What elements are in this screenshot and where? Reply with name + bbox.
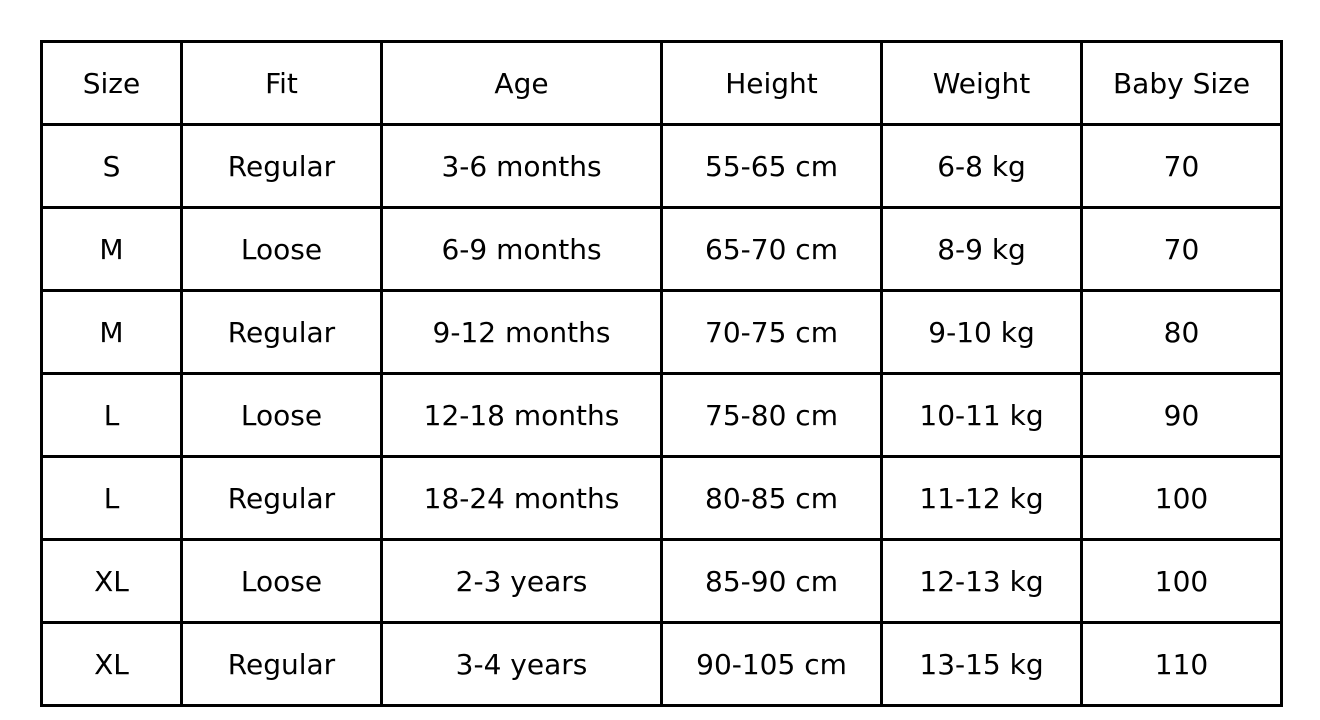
- table-cell-size: L: [40, 372, 183, 458]
- table-row: XL Regular 3-4 years 90-105 cm 13-15 kg …: [40, 621, 1283, 707]
- column-header-age: Age: [380, 40, 663, 126]
- table-cell-weight: 8-9 kg: [880, 206, 1083, 292]
- table-cell-baby-size: 100: [1080, 538, 1283, 624]
- column-header-weight: Weight: [880, 40, 1083, 126]
- table-cell-fit: Regular: [180, 123, 383, 209]
- column-header-height: Height: [660, 40, 883, 126]
- table-cell-height: 55-65 cm: [660, 123, 883, 209]
- table-cell-baby-size: 90: [1080, 372, 1283, 458]
- table-cell-size: M: [40, 289, 183, 375]
- table-cell-age: 2-3 years: [380, 538, 663, 624]
- column-header-fit: Fit: [180, 40, 383, 126]
- table-row: M Regular 9-12 months 70-75 cm 9-10 kg 8…: [40, 289, 1283, 375]
- table-cell-baby-size: 80: [1080, 289, 1283, 375]
- table-cell-age: 12-18 months: [380, 372, 663, 458]
- table-cell-age: 18-24 months: [380, 455, 663, 541]
- table-row: L Loose 12-18 months 75-80 cm 10-11 kg 9…: [40, 372, 1283, 458]
- column-header-size: Size: [40, 40, 183, 126]
- table-cell-height: 75-80 cm: [660, 372, 883, 458]
- table-cell-size: M: [40, 206, 183, 292]
- table-cell-weight: 11-12 kg: [880, 455, 1083, 541]
- table-cell-height: 70-75 cm: [660, 289, 883, 375]
- table-cell-age: 6-9 months: [380, 206, 663, 292]
- table-cell-weight: 13-15 kg: [880, 621, 1083, 707]
- column-header-baby-size: Baby Size: [1080, 40, 1283, 126]
- table-cell-size: L: [40, 455, 183, 541]
- table-row: XL Loose 2-3 years 85-90 cm 12-13 kg 100: [40, 538, 1283, 624]
- table-cell-size: XL: [40, 621, 183, 707]
- table-cell-fit: Loose: [180, 538, 383, 624]
- table-cell-baby-size: 110: [1080, 621, 1283, 707]
- table-cell-age: 3-6 months: [380, 123, 663, 209]
- table-cell-weight: 9-10 kg: [880, 289, 1083, 375]
- table-row: L Regular 18-24 months 80-85 cm 11-12 kg…: [40, 455, 1283, 541]
- table-cell-size: XL: [40, 538, 183, 624]
- table-row: S Regular 3-6 months 55-65 cm 6-8 kg 70: [40, 123, 1283, 209]
- table-cell-fit: Loose: [180, 372, 383, 458]
- table-cell-height: 85-90 cm: [660, 538, 883, 624]
- table-cell-height: 90-105 cm: [660, 621, 883, 707]
- table-cell-size: S: [40, 123, 183, 209]
- table-cell-baby-size: 100: [1080, 455, 1283, 541]
- table-cell-baby-size: 70: [1080, 123, 1283, 209]
- table-cell-weight: 10-11 kg: [880, 372, 1083, 458]
- table-cell-weight: 6-8 kg: [880, 123, 1083, 209]
- table-cell-height: 65-70 cm: [660, 206, 883, 292]
- size-chart-table: Size Fit Age Height Weight Baby Size S R…: [40, 40, 1283, 707]
- table-cell-age: 3-4 years: [380, 621, 663, 707]
- table-cell-age: 9-12 months: [380, 289, 663, 375]
- table-cell-height: 80-85 cm: [660, 455, 883, 541]
- table-cell-weight: 12-13 kg: [880, 538, 1083, 624]
- table-cell-fit: Regular: [180, 455, 383, 541]
- table-cell-baby-size: 70: [1080, 206, 1283, 292]
- header-row: Size Fit Age Height Weight Baby Size: [40, 40, 1283, 126]
- table-cell-fit: Regular: [180, 621, 383, 707]
- table-row: M Loose 6-9 months 65-70 cm 8-9 kg 70: [40, 206, 1283, 292]
- table-cell-fit: Regular: [180, 289, 383, 375]
- table-cell-fit: Loose: [180, 206, 383, 292]
